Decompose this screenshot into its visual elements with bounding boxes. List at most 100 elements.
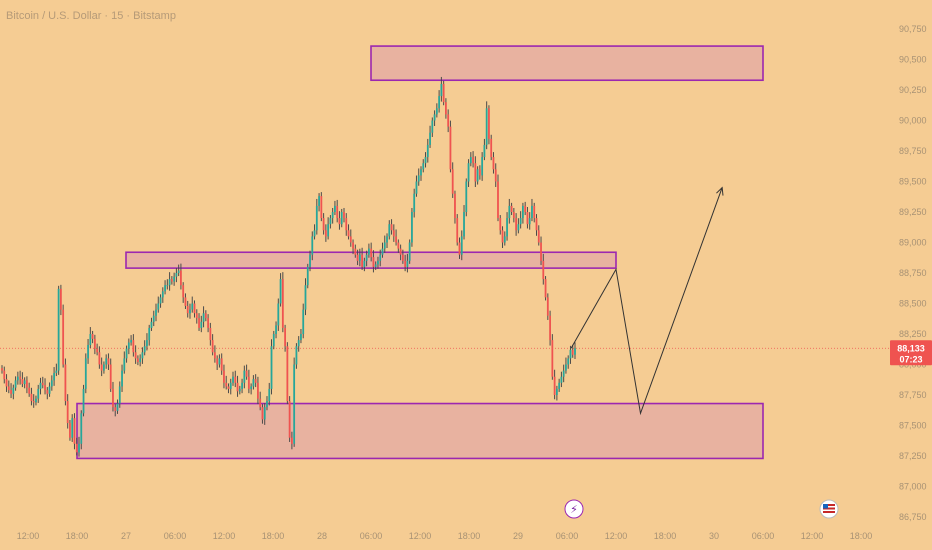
candle-body <box>177 270 180 273</box>
candle-body <box>327 224 330 237</box>
x-tick-label: 18:00 <box>850 531 873 541</box>
candle-body <box>562 370 565 377</box>
candle-body <box>560 376 563 383</box>
zone-support[interactable] <box>76 402 764 460</box>
candle-body <box>263 407 266 420</box>
candle-body <box>121 370 123 387</box>
candle-body <box>116 403 119 411</box>
candle-body <box>182 285 185 298</box>
candle-body <box>395 236 397 243</box>
candle-body <box>32 401 35 403</box>
candle-body <box>417 175 420 182</box>
candle-body <box>35 398 37 403</box>
candle-body <box>186 305 189 314</box>
x-tick-label: 06:00 <box>556 531 579 541</box>
candle-body <box>370 248 373 258</box>
candle-body <box>180 270 182 286</box>
lightning-event-icon[interactable] <box>564 499 584 519</box>
y-tick-label: 87,000 <box>899 482 927 492</box>
candle-body <box>245 370 248 377</box>
candle-body <box>324 230 327 237</box>
x-tick-label: 12:00 <box>801 531 824 541</box>
candle-body <box>266 401 268 408</box>
candle-body <box>12 387 15 394</box>
candle-body <box>89 334 92 345</box>
candle-body <box>304 285 307 310</box>
candle-body <box>173 276 176 282</box>
candle-body <box>555 388 558 395</box>
candle-body <box>302 309 305 334</box>
candle-body <box>492 157 495 170</box>
candle-body <box>247 376 250 389</box>
candle-body <box>159 297 162 304</box>
candle-body <box>44 385 46 391</box>
x-tick-label: 28 <box>317 531 327 541</box>
candle-body <box>148 327 151 341</box>
candle-body <box>275 325 277 334</box>
chart-title: Bitcoin / U.S. Dollar · 15 · Bitstamp <box>6 10 176 22</box>
candle-body <box>331 212 334 219</box>
candle-body <box>243 370 246 383</box>
candle-body <box>309 254 311 267</box>
x-tick-label: 18:00 <box>654 531 677 541</box>
candle-body <box>134 352 137 359</box>
candle-body <box>73 418 76 444</box>
x-tick-label: 18:00 <box>66 531 89 541</box>
candle-body <box>71 418 74 438</box>
candle-body <box>164 285 166 292</box>
candle-body <box>488 108 490 139</box>
candle-body <box>515 218 518 231</box>
candle-body <box>168 279 171 286</box>
candle-body <box>499 218 502 231</box>
candle-body <box>14 380 17 388</box>
candle-body <box>449 126 452 170</box>
candle-body <box>379 254 382 261</box>
candle-body <box>429 132 431 145</box>
candle-body <box>490 138 493 158</box>
candle-body <box>118 386 121 404</box>
y-tick-label: 88,750 <box>899 268 927 278</box>
candle-body <box>161 291 164 298</box>
candle-body <box>236 382 239 392</box>
candle-body <box>218 358 221 365</box>
x-tick-label: 12:00 <box>409 531 432 541</box>
y-tick-label: 87,250 <box>899 451 927 461</box>
candle-body <box>64 364 67 402</box>
candle-body <box>497 181 499 219</box>
candle-body <box>37 388 40 399</box>
candle-body <box>313 230 316 237</box>
candle-body <box>257 382 259 399</box>
candle-body <box>28 387 31 394</box>
candle-body <box>306 266 309 286</box>
candle-body <box>544 279 547 298</box>
candle-body <box>114 407 117 411</box>
candle-body <box>318 196 320 206</box>
candle-body <box>198 318 200 328</box>
candle-body <box>103 364 105 371</box>
candle-body <box>155 309 157 316</box>
candle-body <box>98 352 101 365</box>
candle-body <box>21 379 24 385</box>
candle-body <box>374 264 377 267</box>
candle-body <box>195 313 198 319</box>
candle-body <box>478 169 481 176</box>
candle-body <box>390 224 393 231</box>
candle-body <box>424 157 427 164</box>
y-tick-label: 89,750 <box>899 146 927 156</box>
zone-upper-resistance[interactable] <box>370 45 764 82</box>
candle-body <box>55 370 58 374</box>
x-tick-label: 12:00 <box>605 531 628 541</box>
candle-body <box>75 443 78 453</box>
candle-body <box>377 260 379 265</box>
candle-body <box>209 327 212 341</box>
y-tick-label: 89,250 <box>899 207 927 217</box>
y-tick-label: 87,500 <box>899 421 927 431</box>
candle-body <box>241 382 243 389</box>
candle-body <box>565 364 567 371</box>
candle-body <box>141 352 144 359</box>
candle-body <box>422 163 425 170</box>
candle-body <box>184 297 187 306</box>
candle-body <box>517 224 520 231</box>
